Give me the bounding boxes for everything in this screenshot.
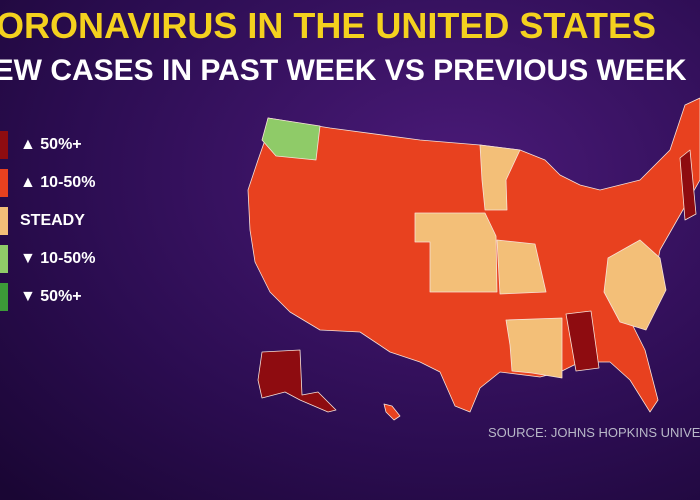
legend: ▲ 50%+ ▲ 10-50% STEADY ▼ 10-50% ▼ 50%+ bbox=[0, 131, 95, 311]
legend-label: ▲ 10-50% bbox=[20, 174, 95, 191]
legend-swatch bbox=[0, 169, 8, 197]
region bbox=[565, 310, 600, 372]
region bbox=[679, 149, 697, 221]
region bbox=[414, 212, 498, 293]
source: SOURCE: JOHNS HOPKINS UNIVERSITY bbox=[488, 425, 700, 440]
us-map bbox=[247, 97, 700, 421]
region bbox=[479, 144, 521, 211]
subtitle: NEW CASES IN PAST WEEK VS PREVIOUS WEEK bbox=[0, 54, 687, 87]
region bbox=[257, 349, 337, 413]
region bbox=[496, 239, 547, 295]
legend-label: ▼ 10-50% bbox=[20, 250, 95, 267]
legend-label: ▼ 50%+ bbox=[20, 288, 82, 305]
region bbox=[383, 403, 401, 421]
legend-swatch bbox=[0, 245, 8, 273]
region bbox=[505, 317, 563, 379]
region bbox=[261, 117, 321, 161]
legend-swatch bbox=[0, 131, 8, 159]
title: CORONAVIRUS IN THE UNITED STATES bbox=[0, 5, 656, 46]
legend-swatch bbox=[0, 207, 8, 235]
legend-swatch bbox=[0, 283, 8, 311]
legend-label: STEADY bbox=[20, 212, 85, 229]
legend-label: ▲ 50%+ bbox=[20, 136, 82, 153]
region bbox=[603, 239, 667, 331]
